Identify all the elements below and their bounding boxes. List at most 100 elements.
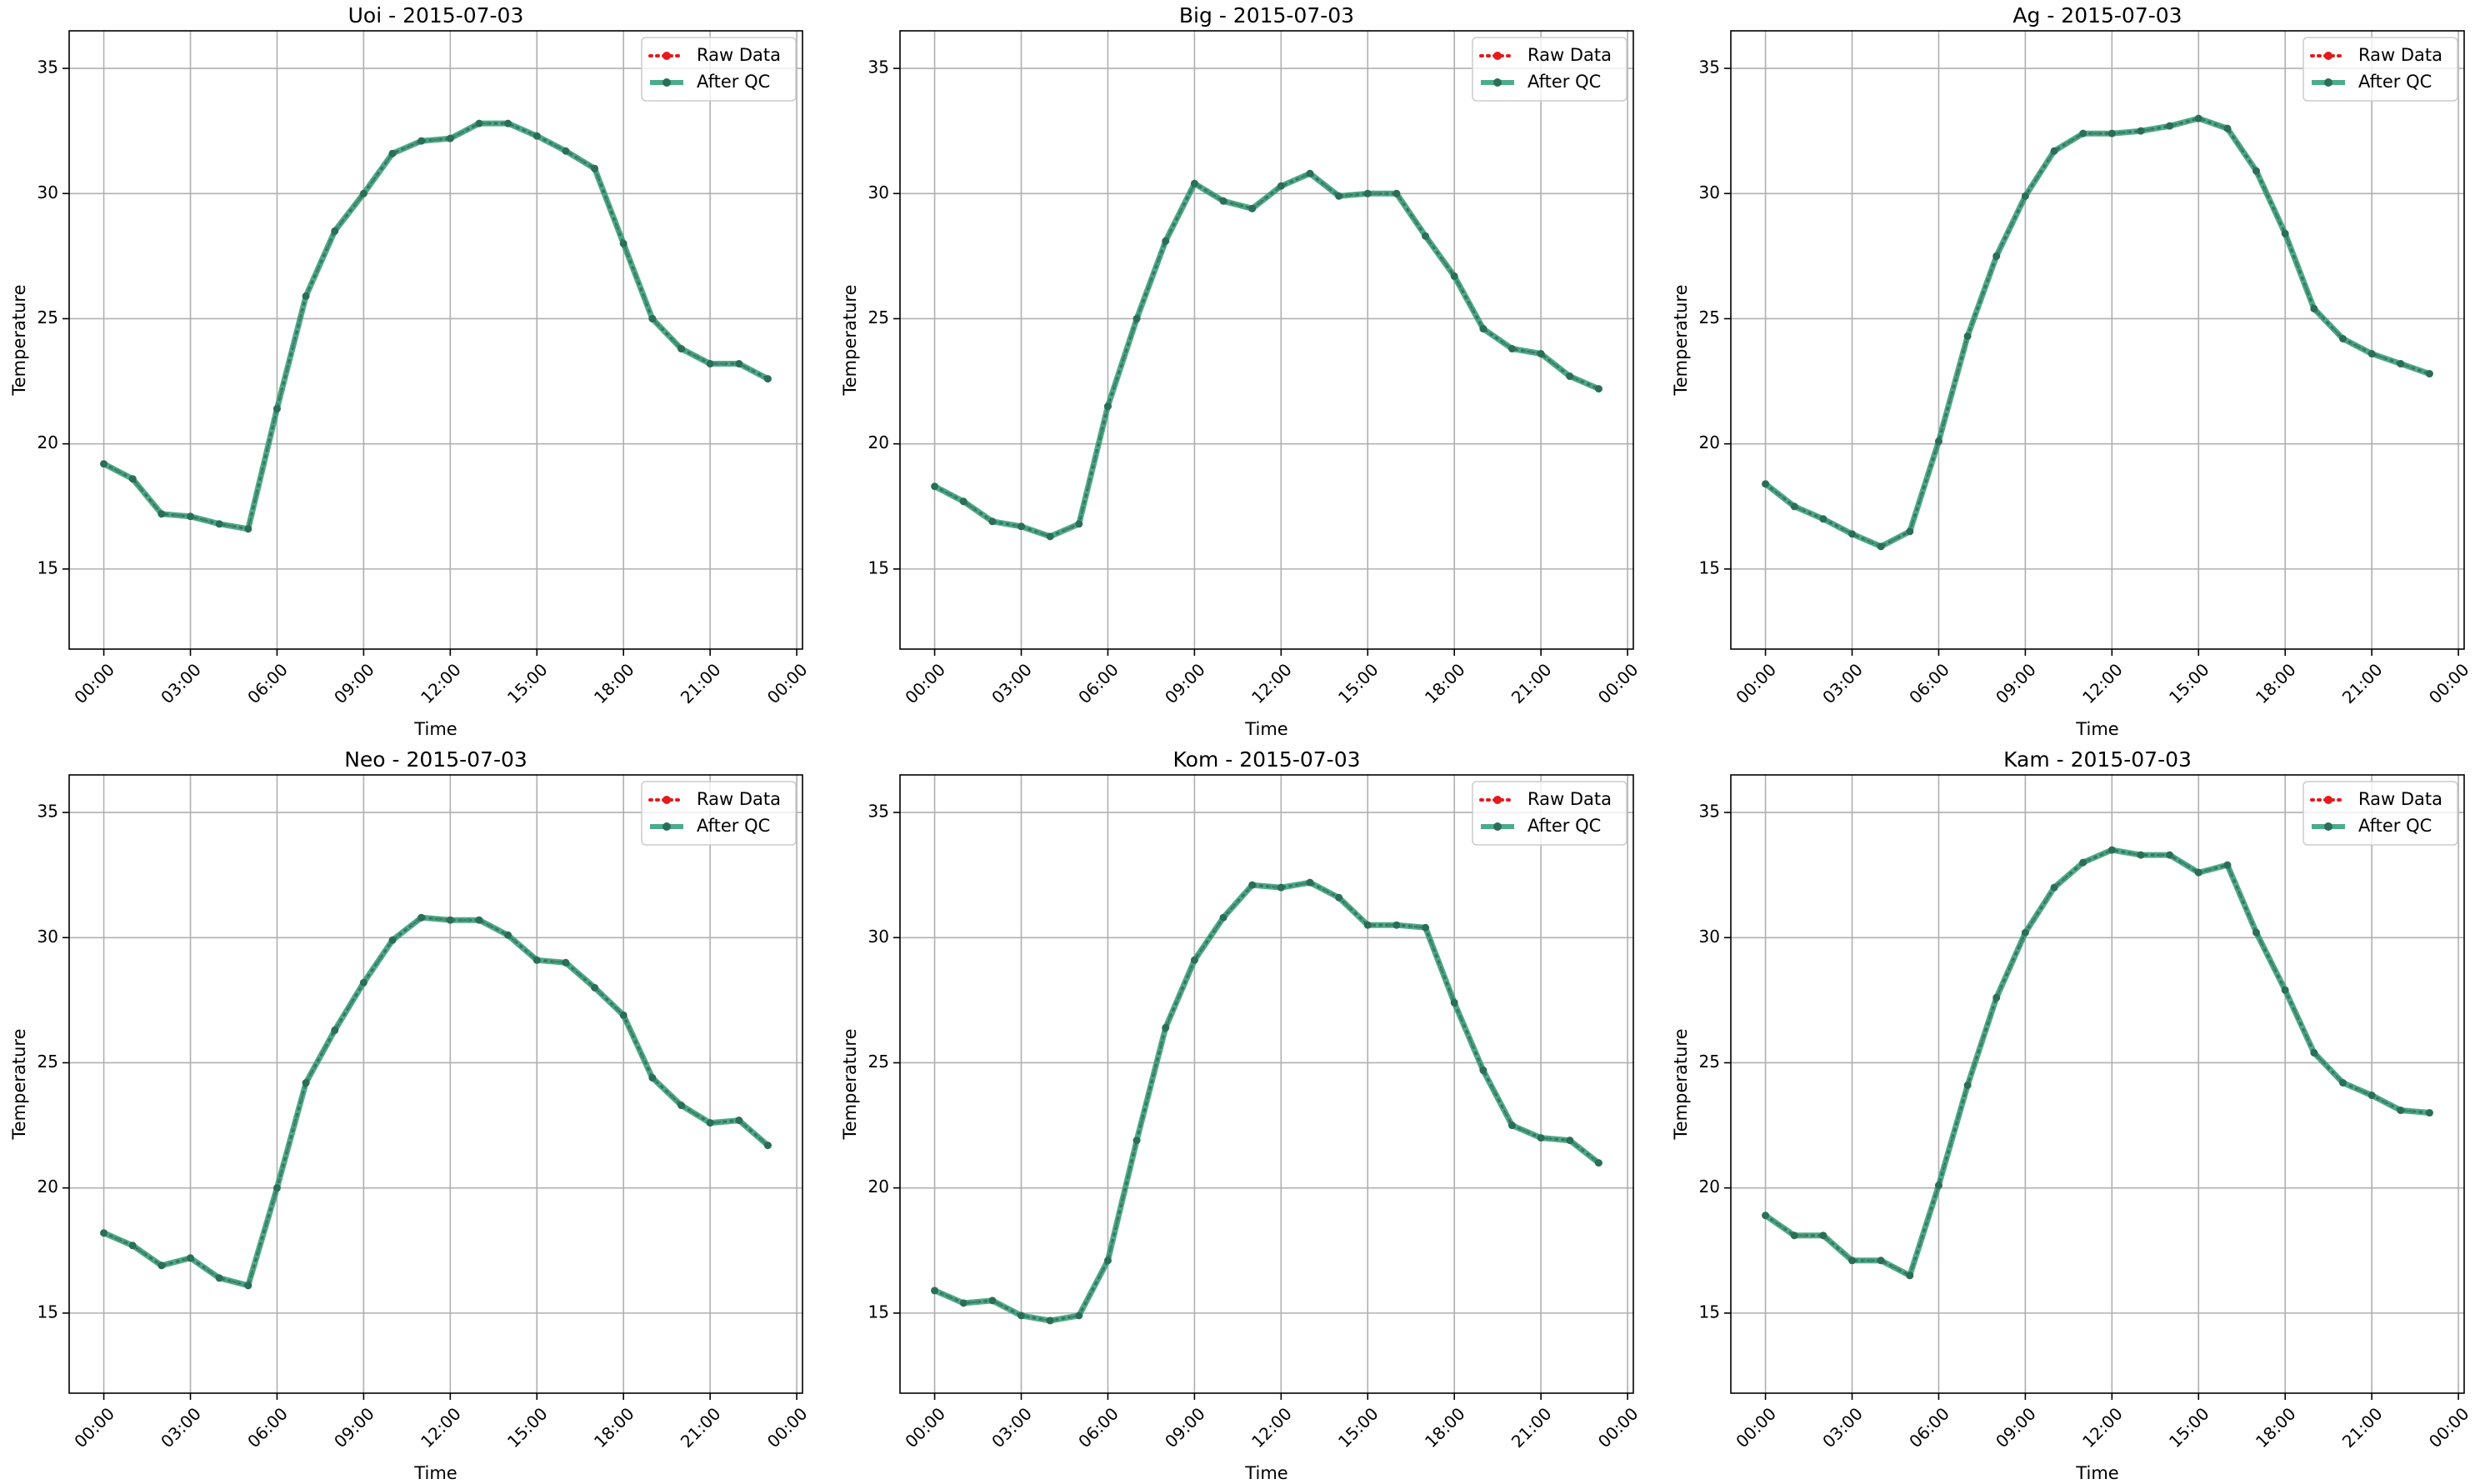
legend-qc-marker [1493, 822, 1502, 831]
x-tick-label: 00:00 [1732, 1403, 1780, 1452]
after-qc-point [562, 147, 570, 155]
y-tick-label: 25 [38, 1052, 58, 1072]
after-qc-point [1594, 1159, 1602, 1167]
after-qc-point [1934, 1182, 1942, 1190]
y-tick-label: 15 [1699, 1302, 1720, 1322]
x-tick-label: 12:00 [2078, 1403, 2127, 1452]
legend-label-qc: After QC [1528, 816, 1601, 836]
x-tick-label: 18:00 [2252, 1403, 2300, 1452]
after-qc-line [102, 914, 770, 1289]
after-qc-point [215, 520, 223, 528]
after-qc-point [562, 958, 570, 967]
y-tick-label: 25 [1699, 1052, 1720, 1072]
after-qc-point [1219, 197, 1228, 205]
after-qc-point [2368, 1092, 2376, 1100]
x-axis-label: Time [413, 1463, 457, 1483]
raw-data-overlay-line [934, 882, 1600, 1322]
chart-panel: 00:00 03:00 06:00 09:00 12:00 15:00 18:00 21:00… [1671, 3, 2472, 739]
after-qc-point [2166, 122, 2174, 130]
legend-raw-marker [2324, 52, 2332, 60]
after-qc-point [475, 119, 483, 127]
after-qc-point [677, 345, 685, 353]
after-qc-point [648, 314, 657, 322]
legend-label-qc: After QC [2358, 72, 2432, 92]
chart-panel: 00:00 03:00 06:00 09:00 12:00 15:00 18:00 21:00… [1671, 747, 2472, 1483]
x-tick-label: 03:00 [157, 659, 205, 707]
after-qc-point [475, 916, 483, 924]
after-qc-line [102, 120, 770, 532]
after-qc-point [1934, 437, 1942, 446]
after-qc-point [1075, 520, 1083, 528]
after-qc-point [931, 1287, 939, 1295]
after-qc-point [763, 1142, 772, 1150]
after-qc-point [1103, 402, 1112, 411]
x-tick-label: 09:00 [1161, 659, 1209, 707]
legend-label-raw: Raw Data [2358, 45, 2442, 65]
after-qc-point [1422, 923, 1430, 932]
y-tick-label: 20 [38, 432, 58, 452]
after-qc-point [1963, 332, 1972, 340]
after-qc-point [504, 119, 512, 127]
after-qc-point [2397, 360, 2405, 368]
x-tick-label: 21:00 [1508, 1403, 1556, 1452]
after-qc-point [359, 189, 368, 197]
after-qc-line [1763, 847, 2430, 1279]
after-qc-point [1450, 998, 1458, 1007]
after-qc-point [2194, 114, 2202, 122]
after-qc-point [1819, 1232, 1828, 1240]
legend-label-raw: Raw Data [1528, 789, 1612, 809]
after-qc-point [2223, 861, 2232, 869]
after-qc-point [735, 360, 743, 368]
raw-data-line [102, 122, 770, 532]
legend-label-qc: After QC [697, 816, 770, 836]
legend-raw-marker [2324, 796, 2332, 804]
y-tick-label: 20 [868, 432, 889, 452]
after-qc-point [2252, 167, 2261, 175]
after-qc-point [100, 1229, 108, 1237]
legend-label-raw: Raw Data [2358, 789, 2442, 809]
x-tick-label: 21:00 [677, 659, 725, 707]
x-tick-label: 18:00 [1421, 659, 1469, 707]
raw-data-line [1763, 117, 2432, 549]
after-qc-point [2397, 1107, 2405, 1115]
after-qc-point [619, 239, 628, 247]
after-qc-point [1306, 169, 1314, 177]
after-qc-point [1877, 542, 1885, 551]
y-axis-label: Temperature [840, 284, 860, 396]
legend: Raw Data After QC [2302, 37, 2458, 102]
x-tick-label: 06:00 [1905, 659, 1953, 707]
legend: Raw Data After QC [1472, 781, 1628, 846]
y-tick-label: 35 [868, 802, 889, 822]
after-qc-point [1363, 189, 1372, 197]
x-tick-label: 03:00 [1818, 1403, 1867, 1452]
after-qc-point [1508, 345, 1516, 353]
x-tick-label: 00:00 [901, 659, 949, 707]
after-qc-point [418, 913, 426, 922]
after-qc-point [215, 1274, 223, 1282]
x-tick-label: 15:00 [1334, 659, 1382, 707]
after-qc-point [272, 1184, 281, 1192]
after-qc-point [1132, 1137, 1141, 1145]
after-qc-point [2021, 928, 2029, 937]
after-qc-point [591, 983, 599, 992]
after-qc-point [677, 1102, 685, 1110]
legend-label-qc: After QC [697, 72, 770, 92]
after-qc-point [187, 512, 195, 521]
after-qc-point [331, 227, 339, 235]
after-qc-point [1790, 1232, 1798, 1240]
after-qc-point [532, 132, 541, 140]
y-tick-label: 30 [1699, 182, 1720, 202]
after-qc-point [2368, 350, 2376, 358]
after-qc-point [1762, 1212, 1770, 1220]
after-qc-point [388, 149, 397, 157]
y-tick-label: 15 [38, 1302, 58, 1322]
chart-panel: 00:00 03:00 06:00 09:00 12:00 15:00 18:00 21:00… [9, 3, 811, 739]
after-qc-point [619, 1011, 628, 1019]
after-qc-point [2425, 370, 2433, 378]
after-qc-point [1848, 1257, 1857, 1265]
plot-frame [1730, 30, 2465, 650]
y-tick-label: 20 [1699, 432, 1720, 452]
x-tick-label: 12:00 [417, 1403, 465, 1452]
after-qc-point [706, 1119, 714, 1127]
